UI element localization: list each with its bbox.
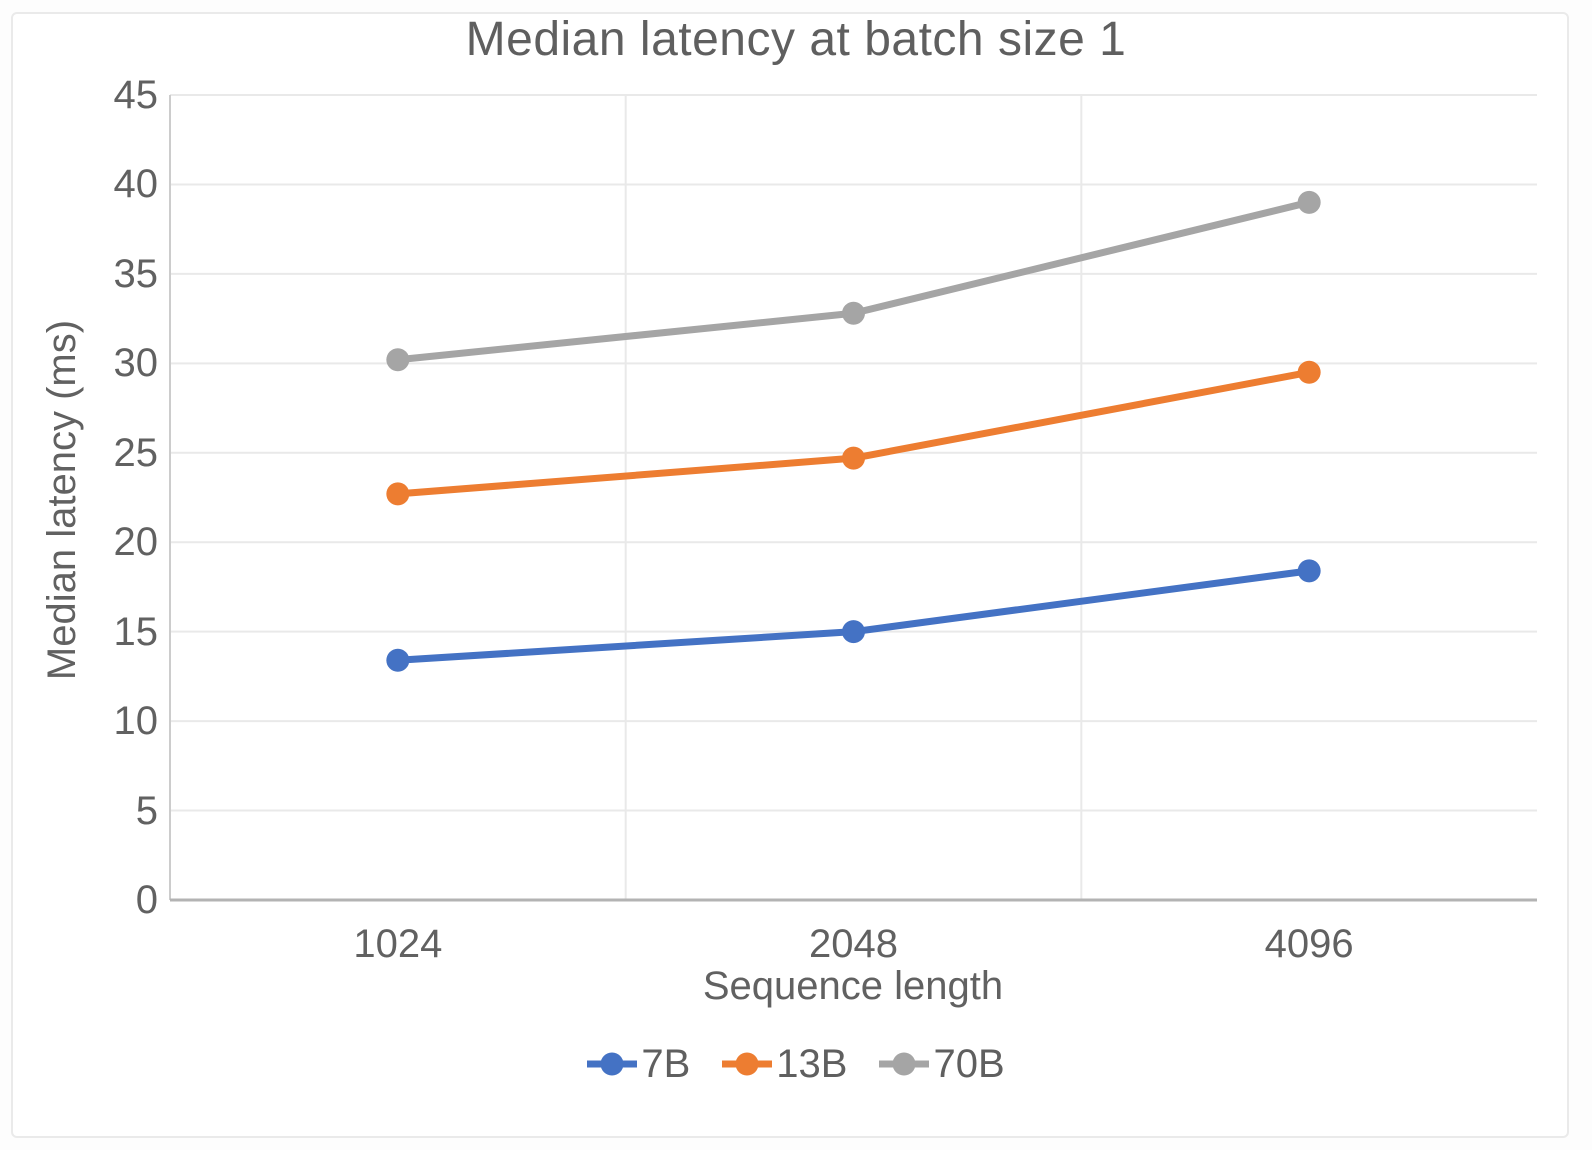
data-point-70B-1024 [386,348,410,372]
y-tick-label-0: 0 [135,878,158,922]
series-line-13B [394,368,1313,498]
y-tick-label-15: 15 [113,609,159,654]
legend-label-70B: 70B [933,1042,1005,1086]
legend-label-7B: 7B [641,1042,691,1086]
series-line-7B [394,567,1313,664]
data-point-13B-4096 [1297,360,1321,384]
y-tick-label-45: 45 [113,73,159,117]
data-point-7B-1024 [386,648,410,672]
legend: 7B 13B 70B [0,1038,1592,1090]
legend-item-7B: 7B [587,1038,690,1090]
series-line-70B [394,198,1313,364]
data-point-7B-4096 [1297,559,1321,583]
legend-marker-7B [587,1052,638,1076]
x-tick-label-4096: 4096 [1264,922,1354,966]
legend-item-13B: 13B [722,1038,847,1090]
y-tick-label-20: 20 [113,520,159,565]
chart-title: Median latency at batch size 1 [465,13,1127,66]
legend-label-13B: 13B [776,1042,848,1086]
legend-item-70B: 70B [879,1038,1005,1090]
data-point-7B-2048 [842,620,865,644]
y-tick-label-10: 10 [113,699,159,744]
y-tick-label-5: 5 [135,788,158,833]
data-point-13B-2048 [842,446,865,470]
data-point-70B-2048 [842,301,865,325]
data-point-70B-4096 [1297,190,1321,214]
x-tick-label-2048: 2048 [809,922,898,966]
y-tick-label-25: 25 [113,430,159,475]
legend-marker-70B [879,1052,930,1076]
x-axis-title: Sequence length [702,964,1004,1008]
data-point-13B-1024 [386,482,410,506]
legend-marker-13B [722,1052,773,1076]
y-tick-label-30: 30 [113,341,159,386]
x-tick-label-1024: 1024 [353,922,443,966]
y-tick-label-40: 40 [113,162,159,207]
y-tick-label-35: 35 [113,251,159,296]
